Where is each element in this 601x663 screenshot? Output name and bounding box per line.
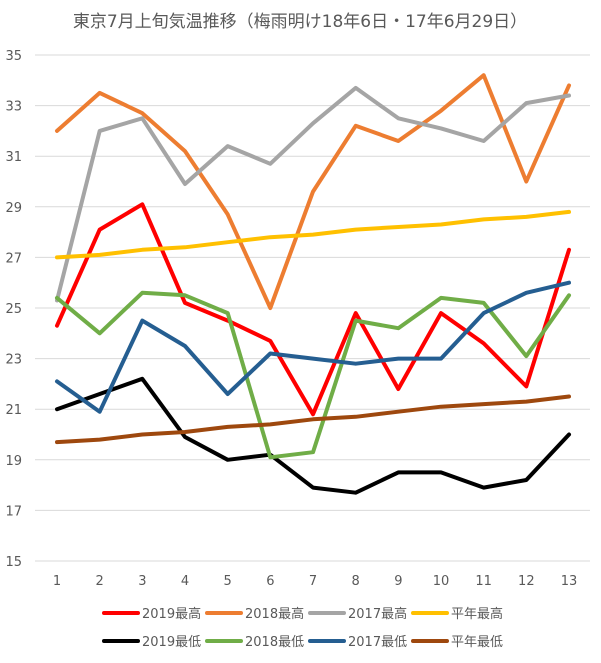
- y-tick-label: 15: [5, 555, 22, 570]
- x-tick-label: 3: [138, 574, 146, 589]
- y-tick-label: 21: [5, 403, 22, 418]
- x-tick-label: 12: [518, 574, 535, 589]
- x-tick-label: 9: [394, 574, 402, 589]
- legend-label: 2019最高: [142, 606, 201, 622]
- legend-label: 2018最高: [245, 606, 304, 622]
- series-line: [55, 209, 571, 260]
- series-line: [55, 85, 571, 303]
- y-tick-label: 35: [5, 49, 22, 64]
- legend-label: 2019最低: [142, 635, 201, 650]
- series-lines: [55, 73, 571, 495]
- series-line: [55, 280, 571, 414]
- x-tick-label: 6: [266, 574, 274, 589]
- series-line: [55, 290, 571, 460]
- legend: 2019最高 2018最高 2017最高 平年最高 2019最低 2018最低 2017最低…: [102, 606, 503, 650]
- x-tick-label: 13: [561, 574, 578, 589]
- chart-title: 東京7月上旬気温推移（梅雨明け18年6日・17年6月29日）: [73, 12, 527, 32]
- legend-label: 平年最低: [451, 635, 503, 650]
- y-tick-label: 31: [5, 150, 22, 165]
- legend-label: 平年最高: [451, 606, 503, 622]
- y-tick-label: 19: [5, 454, 22, 469]
- x-tick-label: 10: [433, 574, 450, 589]
- y-tick-label: 23: [5, 353, 22, 368]
- x-tick-label: 4: [181, 574, 189, 589]
- series-line: [55, 73, 571, 310]
- series-line: [55, 202, 571, 417]
- y-tick-label: 17: [5, 504, 22, 519]
- legend-label: 2017最低: [348, 635, 407, 650]
- x-tick-label: 1: [53, 574, 61, 589]
- x-tick-label: 8: [352, 574, 360, 589]
- y-tick-label: 27: [5, 251, 22, 266]
- y-tick-label: 33: [5, 100, 22, 115]
- legend-label: 2018最低: [245, 635, 304, 650]
- y-tick-label: 25: [5, 302, 22, 317]
- x-tick-label: 7: [309, 574, 317, 589]
- y-tick-label: 29: [5, 201, 22, 216]
- series-line: [55, 394, 571, 445]
- legend-label: 2017最高: [348, 606, 407, 622]
- x-tick-label: 5: [224, 574, 232, 589]
- x-tick-label: 11: [475, 574, 492, 589]
- x-tick-label: 2: [96, 574, 104, 589]
- series-line: [55, 376, 571, 495]
